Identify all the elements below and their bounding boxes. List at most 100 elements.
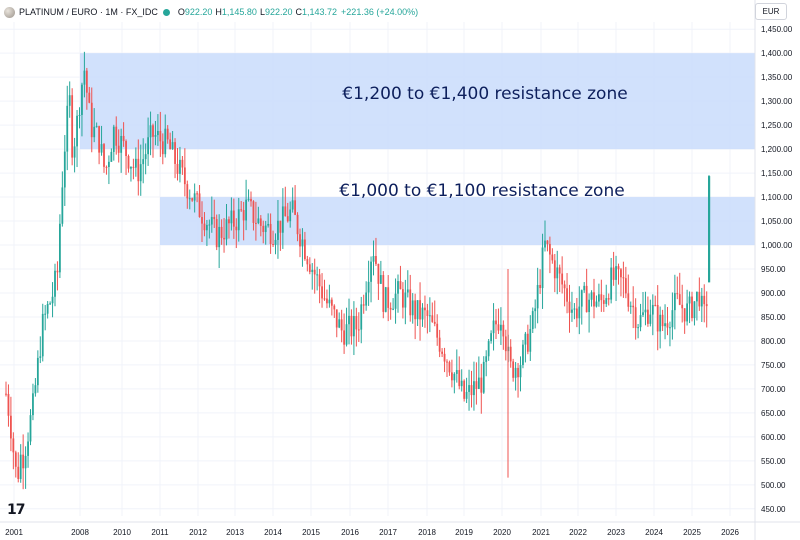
candle — [179, 146, 181, 183]
candle — [269, 213, 272, 254]
candle — [580, 289, 583, 325]
candle — [620, 267, 622, 297]
high-value: 1,145.80 — [221, 7, 257, 17]
candle — [600, 279, 603, 312]
candle — [404, 279, 407, 325]
currency-selector[interactable]: EUR — [755, 3, 787, 20]
candle — [551, 248, 554, 264]
candle — [453, 372, 456, 394]
candle — [703, 284, 706, 323]
candle — [206, 219, 208, 247]
candle — [93, 108, 96, 143]
candle — [316, 266, 319, 291]
candle — [95, 122, 98, 128]
candle — [171, 131, 174, 150]
candle — [208, 219, 211, 239]
candle — [188, 189, 191, 210]
candle — [277, 199, 279, 259]
candle — [142, 138, 145, 184]
candle — [137, 139, 140, 196]
resistance-zones: €1,200 to €1,400 resistance zone €1,000 t… — [80, 53, 755, 246]
candle — [289, 201, 292, 228]
candle — [360, 296, 363, 344]
candle — [394, 278, 397, 324]
candle — [17, 452, 20, 483]
candle — [78, 107, 81, 129]
candle — [492, 303, 495, 351]
candle — [673, 274, 676, 330]
resistance-zone — [80, 53, 755, 150]
candle — [340, 309, 343, 343]
candle — [678, 272, 681, 306]
candle — [328, 284, 331, 308]
candle — [558, 264, 561, 293]
candle — [76, 110, 78, 168]
candle — [139, 144, 142, 196]
candle — [387, 275, 390, 322]
x-tick-label: 2015 — [302, 528, 320, 537]
candle — [144, 143, 147, 175]
candle — [688, 291, 691, 324]
candle — [66, 85, 69, 171]
candle — [24, 446, 27, 489]
candle — [681, 284, 684, 323]
candle — [553, 253, 556, 293]
last-candle — [708, 175, 711, 283]
candle — [201, 201, 203, 242]
candle — [318, 268, 321, 304]
candle — [443, 347, 446, 373]
candle — [245, 179, 247, 231]
candle — [698, 277, 701, 311]
candle — [225, 204, 228, 246]
candle — [196, 191, 198, 203]
candle — [100, 125, 103, 156]
y-tick-label: 1,100.00 — [761, 193, 793, 202]
candle — [500, 307, 502, 345]
candle — [220, 219, 223, 245]
candle — [463, 379, 466, 402]
candle — [573, 303, 576, 320]
candle — [649, 299, 652, 327]
candle — [497, 308, 500, 334]
candle — [348, 298, 350, 345]
change-value: +221.36 (+24.00%) — [341, 7, 419, 17]
candle — [152, 123, 154, 158]
candle — [130, 166, 132, 182]
candle — [308, 257, 311, 275]
x-tick-label: 2019 — [455, 528, 473, 537]
candle — [426, 303, 429, 334]
candle — [622, 261, 625, 298]
candle — [460, 369, 463, 392]
candle — [669, 321, 671, 347]
candle — [149, 111, 152, 156]
candle — [259, 215, 262, 237]
candle — [247, 189, 250, 202]
candle — [578, 286, 581, 335]
candle — [585, 268, 588, 313]
candle — [61, 171, 64, 227]
candle — [541, 233, 544, 309]
candle — [402, 282, 404, 319]
candle — [68, 81, 71, 118]
candle — [169, 132, 172, 150]
candle — [183, 148, 186, 197]
candle — [372, 240, 375, 276]
resistance-zone-label: €1,000 to €1,100 resistance zone — [339, 181, 624, 201]
candle — [632, 286, 635, 329]
candle — [610, 258, 613, 304]
candle — [409, 274, 412, 322]
y-tick-label: 950.00 — [761, 265, 786, 274]
y-tick-label: 600.00 — [761, 433, 786, 442]
candle — [34, 378, 37, 397]
candle — [120, 128, 123, 173]
candle — [612, 251, 615, 286]
close-value: 1,143.72 — [302, 7, 338, 17]
x-tick-label: 2021 — [532, 528, 550, 537]
candle — [10, 396, 12, 452]
candle — [240, 201, 243, 212]
candle — [301, 228, 304, 267]
symbol-title[interactable]: PLATINUM / EURO · 1M · FX_IDC — [19, 7, 158, 17]
